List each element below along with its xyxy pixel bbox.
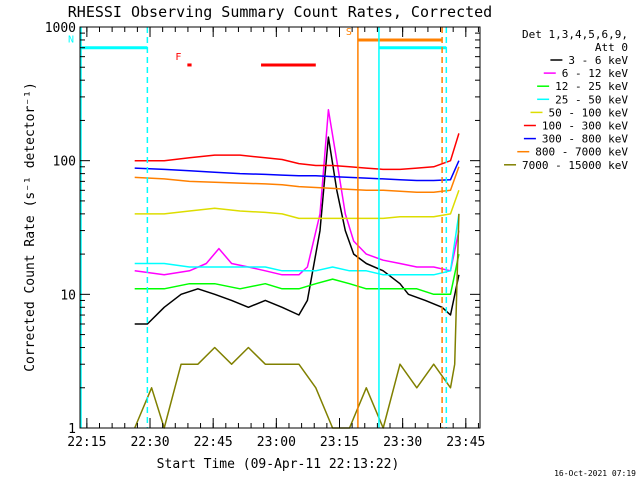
legend-entry-label: 7000 - 15000 keV	[522, 159, 628, 172]
legend-entry-label: 6 - 12 keV	[562, 67, 629, 80]
series-line-4	[134, 213, 460, 276]
plot-frame	[79, 26, 481, 429]
x-tick-label: 22:45	[194, 435, 233, 450]
flags-layer: N F S	[68, 27, 447, 67]
x-tick-label: 23:30	[383, 435, 422, 450]
y-tick-label: 10	[60, 288, 76, 303]
series-line-6	[134, 133, 460, 171]
y-tick-label: 1	[68, 422, 76, 437]
legend-entry-label: 100 - 300 keV	[542, 120, 628, 133]
legend-entry-label: 3 - 6 keV	[568, 54, 628, 67]
y-tick-label: 100	[53, 155, 76, 170]
x-axis: 22:15 22:30 22:45 23:00 23:15 23:30 23:45	[67, 27, 485, 450]
series-line-8	[134, 166, 460, 194]
legend-entry-label: 300 - 800 keV	[542, 133, 628, 146]
flag-label: S	[346, 27, 352, 38]
series-line-3	[134, 253, 460, 296]
x-axis-label: Start Time (09-Apr-11 22:13:22)	[157, 457, 400, 472]
x-tick-label: 23:00	[257, 435, 296, 450]
flag-label: N	[68, 35, 74, 46]
x-tick-label: 23:15	[320, 435, 359, 450]
footer-timestamp: 16-Oct-2021 07:19	[554, 469, 636, 478]
series-line-2	[134, 109, 460, 276]
legend-entry-label: 800 - 7000 keV	[535, 146, 628, 159]
series-line-1	[134, 136, 460, 325]
chart-title: RHESSI Observing Summary Count Rates, Co…	[68, 3, 492, 21]
x-tick-label: 23:45	[446, 435, 485, 450]
series-line-5	[134, 190, 460, 220]
plot-area: N F S	[68, 27, 460, 429]
series-line-9	[134, 213, 460, 429]
series-layer	[134, 109, 460, 429]
x-tick-label: 22:30	[130, 435, 169, 450]
legend-entry-label: 12 - 25 keV	[555, 80, 628, 93]
x-tick-label: 22:15	[67, 435, 106, 450]
legend-header-line-2: Att 0	[595, 41, 628, 54]
y-tick-label: 1000	[45, 21, 76, 36]
y-axis: 1 10 100 1000	[45, 21, 480, 437]
series-line-7	[134, 160, 460, 182]
vertical-lines-layer	[80, 27, 448, 428]
legend-entry-label: 50 - 100 keV	[549, 106, 629, 119]
flag-label: F	[175, 52, 181, 63]
legend-header-line-1: Det 1,3,4,5,6,9,	[522, 28, 628, 41]
legend-entry-label: 25 - 50 keV	[555, 93, 628, 106]
y-axis-label: Corrected Count Rate (s⁻¹ detector⁻¹)	[23, 82, 38, 372]
